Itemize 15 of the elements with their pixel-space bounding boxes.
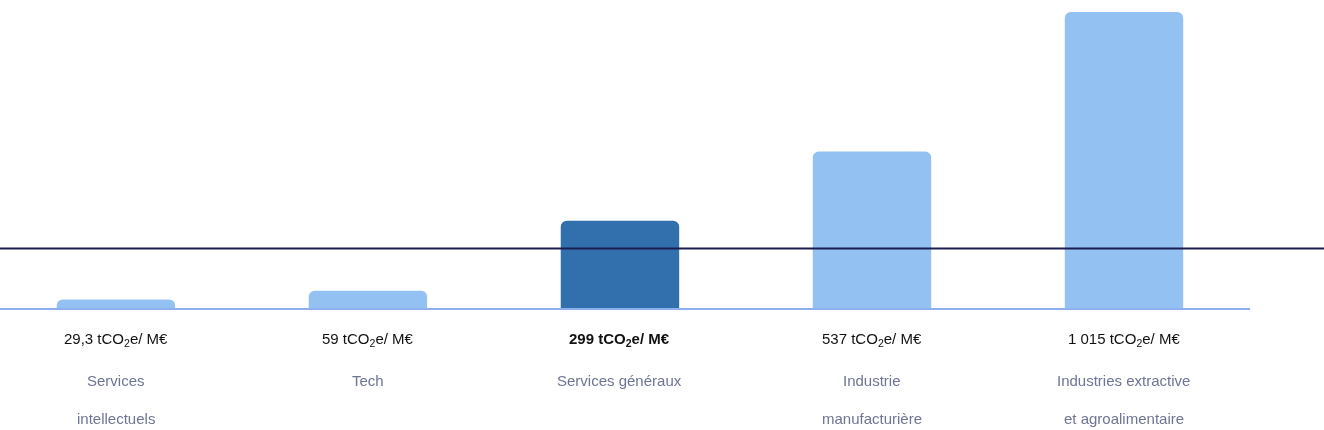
x-tick-label: Tech xyxy=(352,372,384,389)
bar xyxy=(560,220,680,308)
bar xyxy=(56,299,176,308)
data-label: 29,3 tCO$_{2}$e/ M€ xyxy=(64,330,169,350)
data-label: 299 tCO$_{2}$e/ M€ xyxy=(569,330,670,350)
data-label: 1 015 tCO$_{2}$e/ M€ xyxy=(1068,330,1181,350)
bar xyxy=(1064,12,1184,308)
x-tick-label: Services généraux xyxy=(557,372,682,389)
data-label: 59 tCO$_{2}$e/ M€ xyxy=(322,330,414,350)
bar xyxy=(308,290,428,308)
data-label: 537 tCO$_{2}$e/ M€ xyxy=(822,330,922,350)
bar xyxy=(812,151,932,308)
category-label: Services intellectuels xyxy=(77,372,156,427)
category-label: Industrie manufacturière xyxy=(822,372,923,427)
category-label: Industries extractive et agroalimentaire xyxy=(1057,372,1191,427)
